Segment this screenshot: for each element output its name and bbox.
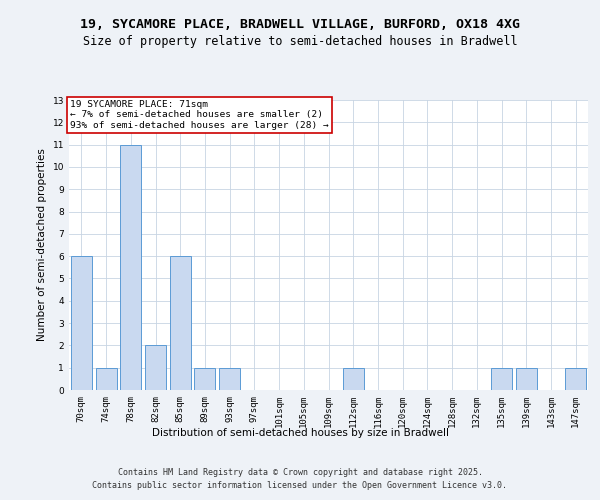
Y-axis label: Number of semi-detached properties: Number of semi-detached properties (37, 148, 47, 342)
Bar (219, 368, 240, 390)
Bar (491, 368, 512, 390)
Text: Size of property relative to semi-detached houses in Bradwell: Size of property relative to semi-detach… (83, 35, 517, 48)
Bar (120, 144, 141, 390)
Text: Distribution of semi-detached houses by size in Bradwell: Distribution of semi-detached houses by … (151, 428, 449, 438)
Bar (170, 256, 191, 390)
Text: Contains public sector information licensed under the Open Government Licence v3: Contains public sector information licen… (92, 482, 508, 490)
Text: 19 SYCAMORE PLACE: 71sqm
← 7% of semi-detached houses are smaller (2)
93% of sem: 19 SYCAMORE PLACE: 71sqm ← 7% of semi-de… (70, 100, 329, 130)
Bar (145, 346, 166, 390)
Bar (516, 368, 537, 390)
Bar (343, 368, 364, 390)
Bar (71, 256, 92, 390)
Text: 19, SYCAMORE PLACE, BRADWELL VILLAGE, BURFORD, OX18 4XG: 19, SYCAMORE PLACE, BRADWELL VILLAGE, BU… (80, 18, 520, 30)
Text: Contains HM Land Registry data © Crown copyright and database right 2025.: Contains HM Land Registry data © Crown c… (118, 468, 482, 477)
Bar (565, 368, 586, 390)
Bar (194, 368, 215, 390)
Bar (95, 368, 116, 390)
